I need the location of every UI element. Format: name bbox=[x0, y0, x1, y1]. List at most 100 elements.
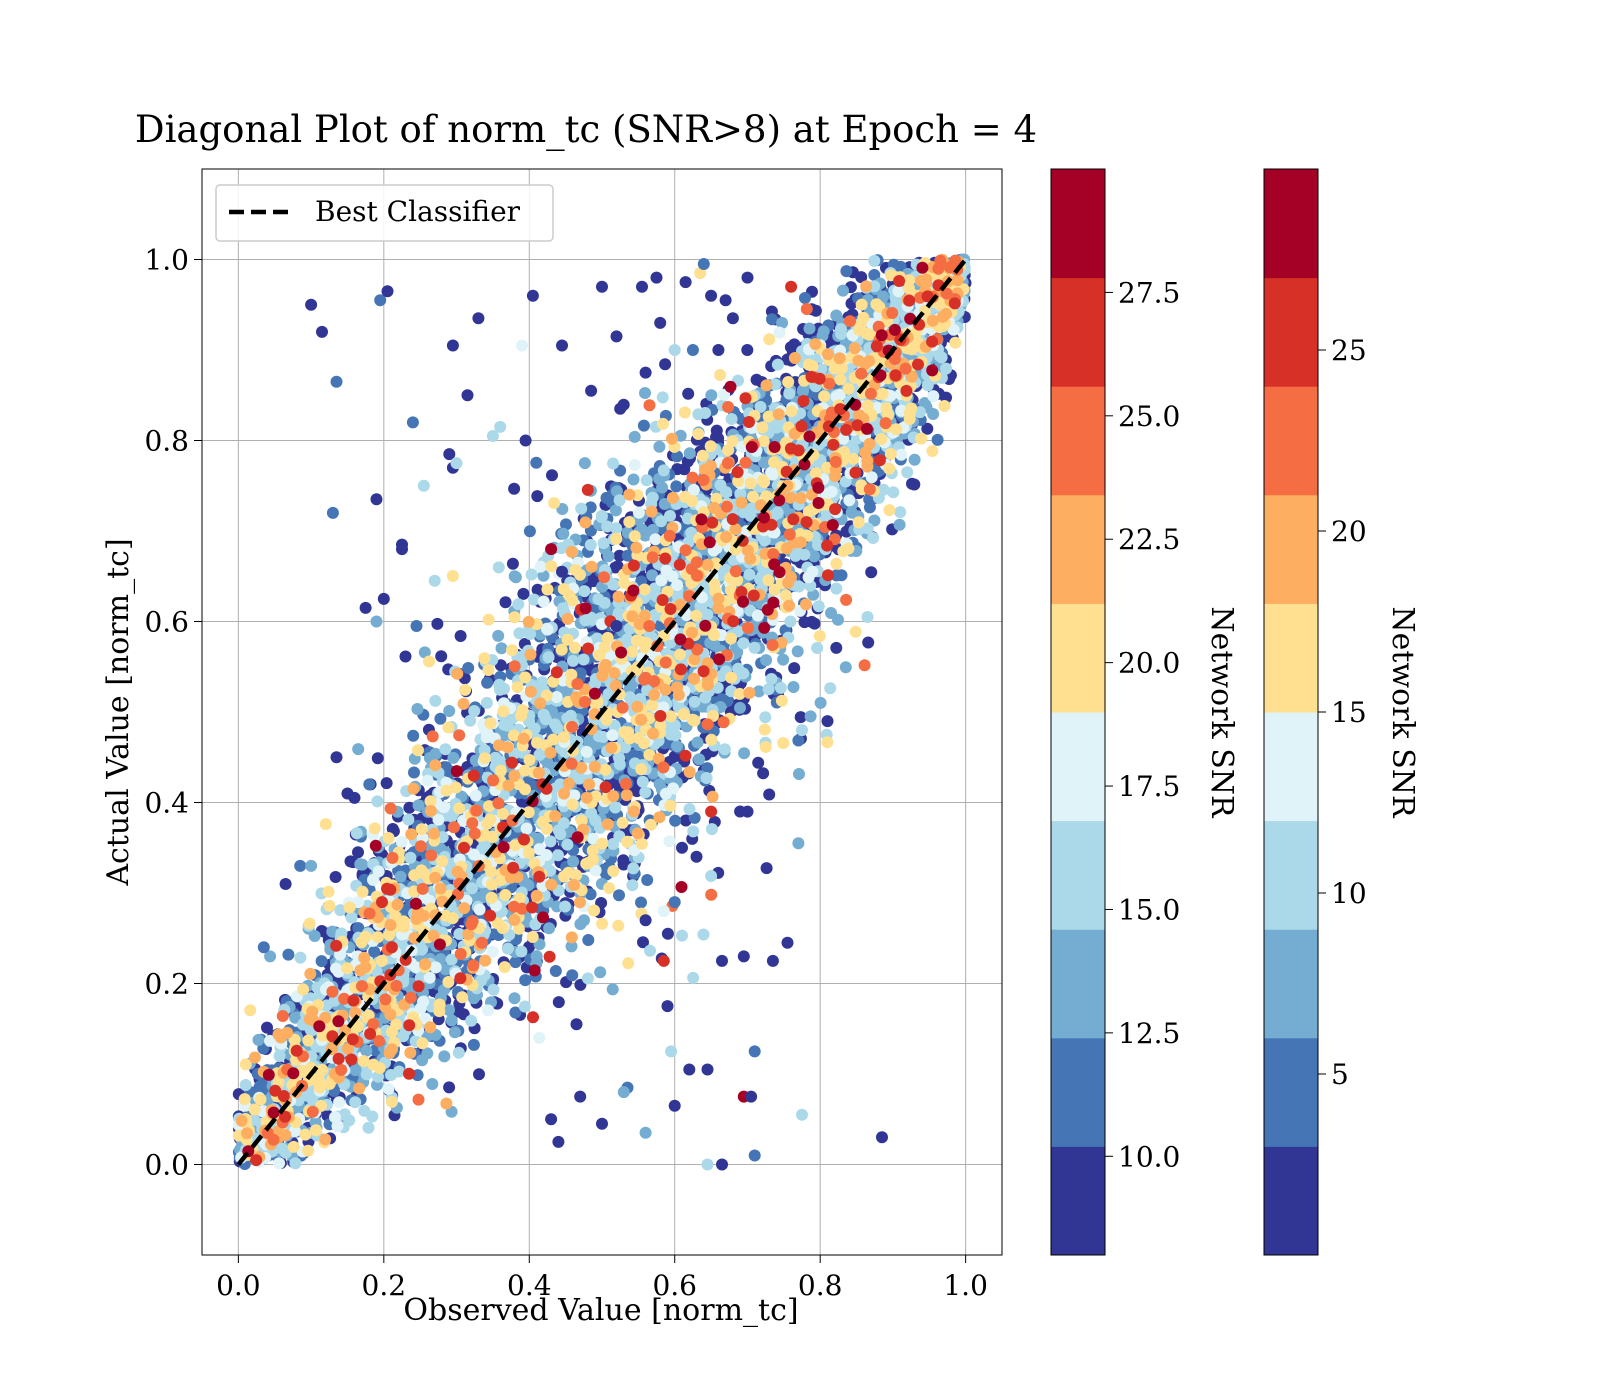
scatter-point bbox=[495, 642, 508, 655]
scatter-point bbox=[443, 1081, 456, 1094]
scatter-point bbox=[799, 292, 811, 304]
scatter-point bbox=[508, 992, 521, 1005]
scatter-point bbox=[467, 1038, 480, 1051]
scatter-point bbox=[546, 469, 558, 482]
scatter-point bbox=[315, 955, 328, 968]
scatter-point bbox=[788, 662, 801, 675]
scatter-point bbox=[411, 703, 424, 715]
scatter-point bbox=[658, 498, 671, 510]
scatter-point bbox=[931, 433, 944, 446]
scatter-point bbox=[627, 473, 640, 486]
scatter-point bbox=[445, 1014, 458, 1027]
scatter-point bbox=[765, 673, 778, 685]
scatter-point bbox=[252, 1033, 265, 1046]
scatter-point bbox=[825, 607, 837, 619]
scatter-point bbox=[787, 681, 800, 693]
scatter-point bbox=[752, 685, 765, 698]
scatter-point bbox=[670, 480, 683, 493]
scatter-point bbox=[531, 583, 544, 596]
scatter-point bbox=[639, 387, 651, 399]
scatter-point bbox=[434, 712, 447, 725]
scatter-point bbox=[808, 617, 821, 630]
scatter-point bbox=[626, 879, 639, 892]
scatter-point bbox=[609, 561, 622, 574]
scatter-point bbox=[682, 387, 695, 400]
scatter-point bbox=[360, 1044, 373, 1057]
scatter-point bbox=[763, 788, 776, 801]
scatter-point bbox=[617, 854, 630, 867]
scatter-point bbox=[595, 897, 608, 909]
scatter-point bbox=[565, 940, 578, 953]
scatter-point bbox=[705, 389, 718, 402]
scatter-point bbox=[794, 711, 807, 724]
scatter-point bbox=[635, 896, 647, 909]
scatter-point bbox=[809, 304, 822, 317]
scatter-point bbox=[760, 654, 773, 667]
scatter-point bbox=[567, 855, 580, 868]
scatter-point bbox=[435, 650, 448, 663]
scatter-point bbox=[766, 313, 778, 326]
scatter-point bbox=[840, 265, 853, 278]
scatter-point bbox=[641, 874, 654, 886]
scatter-point bbox=[454, 630, 467, 642]
scatter-point bbox=[862, 636, 875, 649]
scatter-point bbox=[691, 736, 704, 749]
scatter-point bbox=[863, 493, 876, 506]
chart-title: Diagonal Plot of norm_tc (SNR>8) at Epoc… bbox=[135, 108, 1037, 152]
scatter-point bbox=[798, 616, 811, 629]
scatter-point bbox=[628, 430, 641, 443]
scatter-point bbox=[661, 927, 674, 940]
scatter-point bbox=[636, 775, 649, 788]
scatter-point bbox=[657, 464, 670, 477]
scatter-point bbox=[418, 646, 431, 659]
scatter-point bbox=[358, 873, 371, 886]
scatter-point bbox=[549, 965, 562, 977]
scatter-point bbox=[688, 811, 701, 824]
scatter-point bbox=[557, 527, 570, 540]
scatter-point bbox=[640, 474, 653, 487]
scatter-point bbox=[506, 557, 519, 570]
scatter-point bbox=[574, 918, 587, 931]
scatter-point bbox=[380, 777, 393, 790]
scatter-point bbox=[499, 596, 512, 609]
scatter-point bbox=[693, 753, 706, 766]
scatter-point bbox=[669, 814, 682, 827]
scatter-point bbox=[566, 969, 579, 982]
scatter-point bbox=[481, 676, 494, 689]
scatter-point bbox=[637, 419, 650, 432]
scatter-point bbox=[804, 710, 817, 723]
scatter-point bbox=[530, 456, 543, 469]
scatter-point bbox=[578, 585, 591, 598]
scatter-point bbox=[426, 1078, 439, 1090]
scatter-point bbox=[683, 447, 696, 460]
scatter-point bbox=[473, 1068, 485, 1081]
scatter-point bbox=[760, 862, 773, 875]
scatter-point bbox=[921, 422, 934, 435]
scatter-point bbox=[517, 587, 530, 600]
scatter-point bbox=[609, 504, 622, 517]
scatter-point bbox=[830, 569, 843, 582]
scatter-point bbox=[352, 922, 365, 935]
scatter-point bbox=[508, 482, 521, 495]
scatter-point bbox=[261, 1021, 273, 1034]
scatter-point bbox=[584, 888, 597, 901]
scatter-point bbox=[421, 1047, 434, 1060]
scatter-point bbox=[448, 1026, 461, 1039]
scatter-point bbox=[352, 846, 364, 859]
scatter-point bbox=[492, 629, 505, 642]
scatter-point bbox=[814, 696, 827, 709]
scatter-point bbox=[908, 453, 921, 466]
scatter-point bbox=[741, 344, 754, 356]
scatter-point bbox=[676, 929, 688, 942]
scatter-point bbox=[893, 518, 906, 531]
scatter-point bbox=[777, 653, 790, 666]
scatter-point bbox=[868, 269, 881, 281]
scatter-points bbox=[232, 253, 972, 1171]
scatter-point bbox=[494, 659, 507, 672]
scatter-point bbox=[613, 549, 626, 562]
scatter-point bbox=[606, 983, 619, 996]
scatter-point bbox=[830, 582, 843, 595]
scatter-point bbox=[412, 799, 425, 812]
scatter-point bbox=[308, 930, 321, 942]
